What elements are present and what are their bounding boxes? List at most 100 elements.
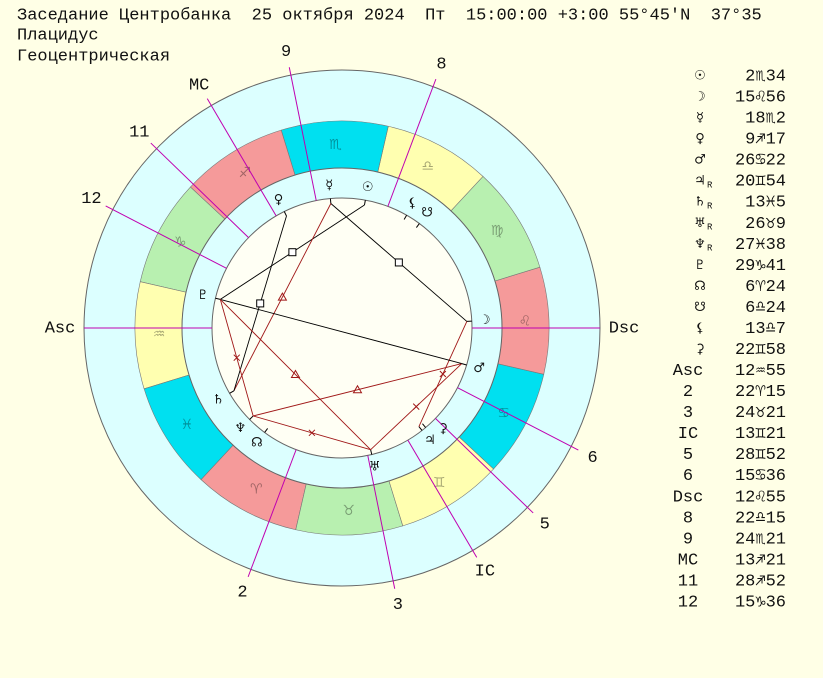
planet-glyph: ☋ bbox=[421, 206, 433, 221]
aspect-marker bbox=[412, 403, 420, 410]
house-label: 9 bbox=[281, 43, 291, 62]
planet-tick bbox=[415, 223, 420, 228]
planet-symbol: ⚳ bbox=[695, 342, 705, 357]
house-position: 13♊21 bbox=[735, 425, 786, 444]
sign-glyph: ♏ bbox=[329, 137, 342, 153]
house-name: 11 bbox=[678, 572, 698, 591]
planet-symbol: ☽ bbox=[694, 90, 706, 105]
aspect-marker bbox=[394, 258, 403, 267]
house-cusp bbox=[150, 142, 249, 238]
house-label: 8 bbox=[436, 56, 446, 75]
aspect-marker bbox=[308, 429, 316, 437]
house-position: 28♊52 bbox=[735, 446, 786, 465]
planet-position: 15♌56 bbox=[735, 89, 786, 108]
house-position: 15♑36 bbox=[735, 593, 786, 612]
aspect-marker bbox=[277, 292, 288, 301]
planet-tick bbox=[403, 214, 408, 220]
planet-position: 26♋22 bbox=[735, 152, 786, 171]
house-cusp bbox=[288, 67, 317, 201]
planet-glyph: ♅ bbox=[369, 460, 381, 475]
house-cusp bbox=[407, 439, 478, 558]
house-position: 12♌55 bbox=[735, 488, 786, 507]
planet-glyph: ♆ bbox=[235, 421, 247, 436]
planet-tick bbox=[461, 363, 467, 366]
house-name: 5 bbox=[683, 446, 693, 465]
planet-glyph: ♀ bbox=[274, 192, 284, 207]
house-name: MC bbox=[678, 551, 698, 570]
planet-glyph: ♄ bbox=[213, 392, 225, 407]
aspect-line bbox=[220, 298, 462, 365]
house-label: 2 bbox=[237, 583, 247, 602]
house-label: 12 bbox=[81, 190, 101, 209]
house-label: Dsc bbox=[609, 319, 640, 338]
sign-glyph: ♐ bbox=[239, 165, 252, 181]
house-name: 8 bbox=[683, 509, 693, 528]
aspect-field bbox=[211, 197, 473, 459]
house-position: 24♏21 bbox=[735, 530, 786, 549]
house-name: 3 bbox=[683, 404, 693, 423]
sign-glyph: ♊ bbox=[433, 475, 446, 491]
aspect-marker bbox=[439, 370, 447, 378]
planet-glyph: ☿ bbox=[325, 178, 333, 193]
planet-tick bbox=[418, 426, 423, 431]
sign-glyph: ♈ bbox=[250, 482, 263, 498]
house-name: Dsc bbox=[673, 488, 704, 507]
house-name: 2 bbox=[683, 383, 693, 402]
planet-glyph: ⚳ bbox=[438, 422, 448, 437]
planet-position: 6♎24 bbox=[745, 299, 786, 318]
planet-symbol: ♄ bbox=[694, 195, 706, 210]
house-label: MC bbox=[189, 76, 209, 95]
planet-glyph: ♂ bbox=[473, 361, 485, 376]
planet-position: 13♓5 bbox=[745, 194, 786, 213]
planet-position: 18♏2 bbox=[745, 110, 786, 129]
planet-symbol: ☊ bbox=[694, 279, 706, 294]
house-position: 15♋36 bbox=[735, 467, 786, 486]
planet-position: 27♓38 bbox=[735, 236, 786, 255]
house-cusp bbox=[105, 205, 227, 269]
house-position: 22♎15 bbox=[735, 509, 786, 528]
aspect-line bbox=[233, 203, 332, 392]
house-system: Плацидус bbox=[17, 26, 99, 45]
planet-glyph: ☊ bbox=[251, 435, 263, 450]
planet-position: 26♉9 bbox=[745, 215, 786, 234]
planet-symbol: ⚸ bbox=[695, 321, 705, 336]
planet-tick bbox=[229, 390, 235, 394]
planet-position: 13♎7 bbox=[745, 320, 786, 339]
house-name: 9 bbox=[683, 530, 693, 549]
planet-position: 9♐17 bbox=[745, 131, 786, 150]
house-label: 5 bbox=[540, 516, 550, 535]
planet-position: 22♊58 bbox=[735, 341, 786, 360]
planet-symbol: ♅ bbox=[694, 216, 706, 231]
sign-glyph: ♉ bbox=[342, 503, 355, 519]
house-name: 12 bbox=[678, 593, 698, 612]
sign-glyph: ♌ bbox=[519, 313, 532, 329]
planet-tick bbox=[283, 211, 287, 217]
planet-symbol: ♇ bbox=[694, 258, 706, 273]
planet-tick bbox=[264, 428, 269, 433]
house-name: 6 bbox=[683, 467, 693, 486]
planet-glyph: ♃ bbox=[424, 433, 436, 448]
retrograde-mark: R bbox=[707, 181, 713, 191]
title: Заседание Центробанка 25 октября 2024 Пт… bbox=[17, 6, 762, 25]
house-label: 3 bbox=[393, 596, 403, 615]
retrograde-mark: R bbox=[707, 202, 713, 212]
aspect-marker bbox=[288, 248, 297, 257]
house-cusp bbox=[367, 455, 396, 589]
planet-tick bbox=[249, 415, 254, 420]
planet-tick bbox=[370, 449, 373, 455]
planet-glyph: ☽ bbox=[479, 313, 491, 328]
house-cusp bbox=[247, 449, 297, 578]
house-name: Asc bbox=[673, 362, 704, 381]
house-cusp bbox=[206, 98, 277, 217]
mode: Геоцентрическая bbox=[17, 47, 170, 66]
planet-tick bbox=[422, 423, 427, 428]
retrograde-mark: R bbox=[707, 223, 713, 233]
house-position: 28♐52 bbox=[735, 572, 786, 591]
house-label: 6 bbox=[587, 449, 597, 468]
planet-position: 20♊54 bbox=[735, 173, 786, 192]
aspect-marker bbox=[290, 369, 301, 379]
planet-symbol: ☿ bbox=[696, 111, 704, 126]
planet-symbol: ♀ bbox=[695, 132, 705, 147]
house-position: 22♈15 bbox=[735, 383, 786, 402]
